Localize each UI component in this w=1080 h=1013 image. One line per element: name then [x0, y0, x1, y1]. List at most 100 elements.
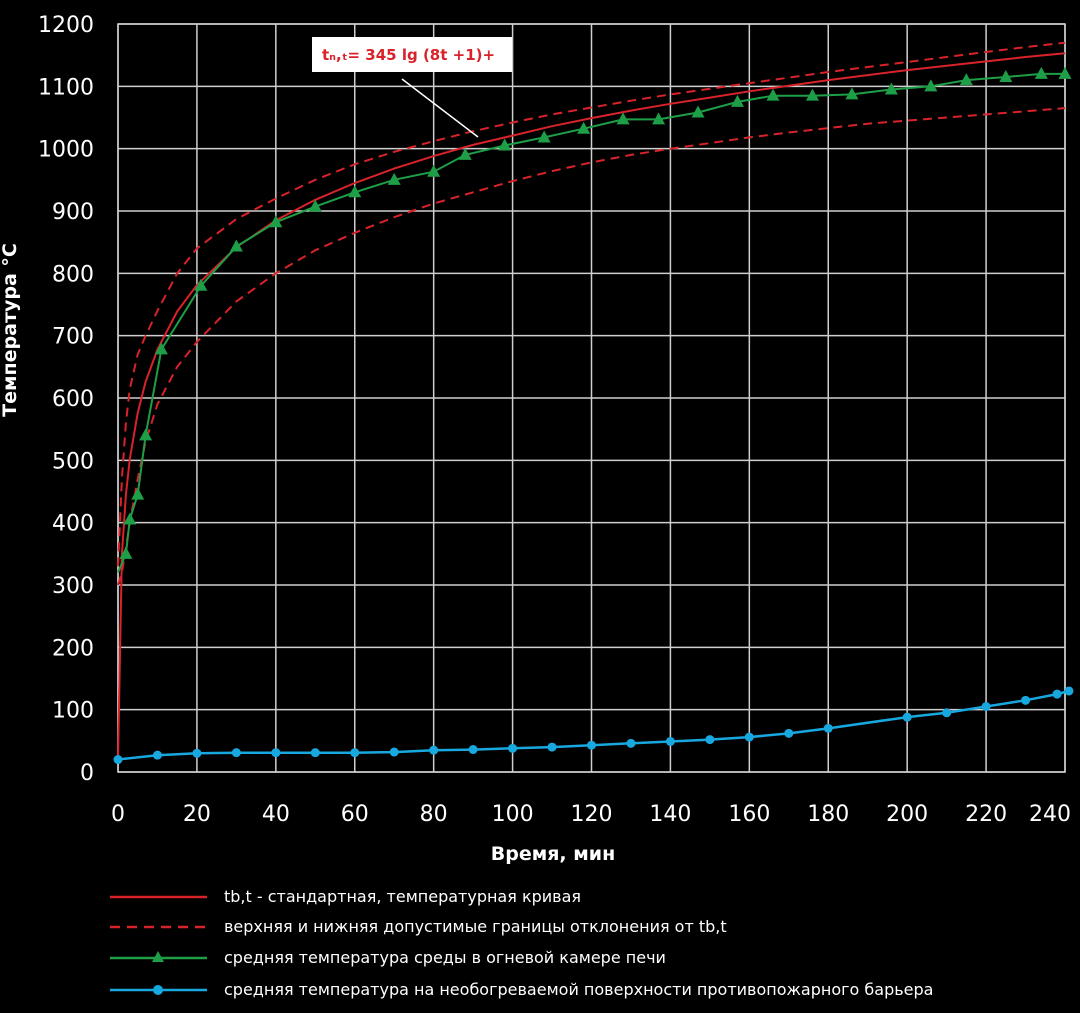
legend-label-furnace: средняя температура среды в огневой каме…: [224, 948, 666, 967]
barrier-temp-marker: [468, 745, 478, 755]
barrier-temp-marker: [784, 728, 794, 738]
barrier-temp-marker: [389, 747, 399, 757]
furnace-temp-marker: [498, 138, 512, 151]
y-tick-label: 200: [52, 636, 94, 661]
y-tick-label: 1100: [38, 75, 94, 100]
barrier-temp-marker: [626, 738, 636, 748]
furnace-temp-marker: [845, 87, 859, 100]
furnace-temp-marker: [730, 94, 744, 107]
barrier-temp-marker: [744, 732, 754, 742]
grid: [117, 23, 1066, 773]
barrier-temp-marker: [1052, 689, 1062, 699]
x-tick-label: 200: [886, 802, 928, 827]
barrier-temp-marker: [1064, 686, 1074, 696]
barrier-temp-marker: [192, 748, 202, 758]
furnace-temp-marker: [805, 88, 819, 101]
formula-pointer: [401, 78, 479, 138]
legend: tb,t - стандартная, температурная кривая…: [110, 887, 933, 999]
furnace-temp-marker: [308, 199, 322, 212]
legend-item-barrier: средняя температура на необогреваемой по…: [110, 980, 933, 999]
furnace-temp-marker: [458, 147, 472, 160]
barrier-temp-marker: [902, 712, 912, 722]
y-tick-label: 900: [52, 200, 94, 225]
y-tick-label: 600: [52, 387, 94, 412]
legend-item-standard: tb,t - стандартная, температурная кривая: [110, 887, 581, 906]
barrier-temp-marker: [587, 740, 596, 750]
barrier-temp-marker: [508, 743, 518, 753]
legend-label-standard: tb,t - стандартная, температурная кривая: [224, 887, 581, 906]
y-tick-label: 100: [52, 699, 94, 724]
furnace-temp-marker: [577, 121, 591, 134]
furnace-temp-marker: [194, 278, 208, 291]
y-tick-label: 400: [52, 512, 94, 537]
furnace-temp-marker: [959, 73, 973, 86]
series-lines: [117, 41, 1070, 761]
barrier-temp-marker: [271, 748, 281, 758]
furnace-temp-marker: [924, 79, 938, 92]
y-tick-label: 1200: [38, 13, 94, 38]
y-tick-label: 800: [52, 262, 94, 287]
x-tick-label: 40: [262, 802, 290, 827]
barrier-temp-marker: [429, 745, 439, 755]
x-tick-labels: 0 20 40 60 80 100 120 140 160 180 200 220 240: [111, 802, 1071, 827]
furnace-temp-marker: [1058, 66, 1072, 79]
legend-label-barrier: средняя температура на необогреваемой по…: [224, 980, 933, 999]
x-tick-label: 120: [571, 802, 613, 827]
barrier-temp-marker: [113, 755, 123, 765]
furnace-temp-marker: [269, 215, 283, 228]
barrier-temp-marker: [310, 748, 320, 758]
x-tick-label: 140: [649, 802, 691, 827]
y-tick-label: 0: [80, 761, 94, 786]
lower-bound-line: [117, 107, 1066, 586]
furnace-temp-marker: [348, 185, 362, 198]
x-tick-label: 220: [965, 802, 1007, 827]
legend-label-bounds: верхняя и нижняя допустимые границы откл…: [224, 917, 727, 936]
furnace-temp-marker: [387, 172, 401, 185]
furnace-temp-marker: [123, 512, 137, 525]
furnace-temp-marker: [616, 112, 630, 125]
y-tick-label: 1000: [38, 138, 94, 163]
x-tick-label: 0: [111, 802, 125, 827]
y-tick-label: 700: [52, 325, 94, 350]
furnace-temp-marker: [884, 82, 898, 95]
furnace-temp-marker: [139, 428, 153, 441]
standard-curve-line: [117, 52, 1066, 760]
barrier-temp-marker: [1021, 695, 1031, 705]
x-tick-label: 240: [1029, 802, 1071, 827]
furnace-temp-marker: [119, 546, 133, 559]
x-tick-label: 20: [183, 802, 211, 827]
x-tick-label: 180: [807, 802, 849, 827]
x-tick-label: 160: [728, 802, 770, 827]
legend-item-furnace: средняя температура среды в огневой каме…: [110, 948, 666, 967]
y-tick-labels: 0 100 200 300 400 500 600 700 800 900 1000 1100 1200: [38, 13, 94, 786]
series-markers: [113, 66, 1074, 765]
legend-item-bounds: верхняя и нижняя допустимые границы откл…: [110, 917, 727, 936]
x-axis-title: Время, мин: [491, 843, 616, 865]
furnace-temp-marker: [691, 105, 705, 118]
furnace-temp-marker: [229, 239, 243, 252]
furnace-temp-line: [117, 72, 1065, 573]
furnace-temp-marker: [1034, 66, 1048, 79]
furnace-temp-marker: [537, 130, 551, 143]
formula-box: [312, 37, 512, 72]
formula-annotation: tₙ,ₜ= 345 lg (8t +1)+: [312, 37, 512, 138]
x-tick-label: 100: [492, 802, 534, 827]
furnace-temp-marker: [652, 112, 666, 125]
x-tick-label: 80: [420, 802, 448, 827]
upper-bound-line: [117, 41, 1066, 567]
barrier-temp-marker: [823, 723, 833, 733]
formula-text: tₙ,ₜ= 345 lg (8t +1)+: [322, 46, 495, 64]
barrier-temp-marker: [705, 735, 715, 745]
barrier-temp-marker: [350, 748, 360, 758]
barrier-temp-marker: [547, 742, 557, 752]
barrier-temp-marker: [981, 702, 991, 712]
furnace-temp-marker: [131, 487, 145, 500]
y-tick-label: 500: [52, 449, 94, 474]
furnace-temp-marker: [999, 69, 1013, 82]
barrier-temp-marker: [231, 748, 241, 758]
y-tick-label: 300: [52, 574, 94, 599]
barrier-temp-marker: [152, 750, 162, 760]
x-tick-label: 60: [341, 802, 369, 827]
